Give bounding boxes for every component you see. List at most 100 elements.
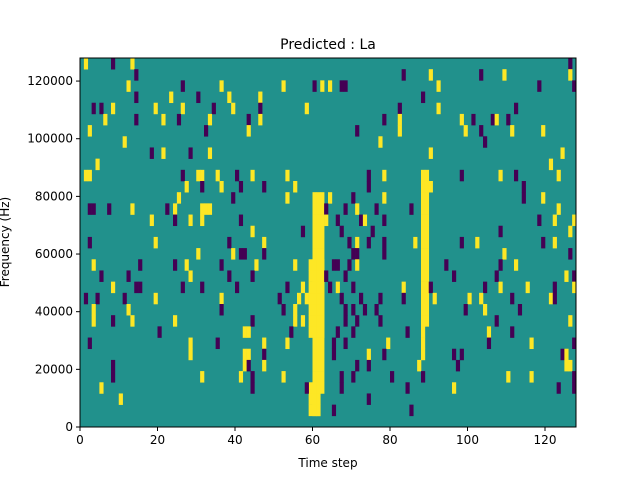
- heatmap-cell: [200, 169, 205, 182]
- heatmap-cell: [421, 304, 426, 316]
- heatmap-cell: [421, 292, 426, 305]
- heatmap-cell: [421, 225, 426, 238]
- heatmap-cell: [312, 304, 317, 316]
- heatmap-cell: [568, 225, 573, 238]
- heatmap-cell: [262, 359, 267, 372]
- heatmap-cell: [335, 281, 340, 294]
- heatmap-cell: [359, 214, 364, 227]
- heatmap-cell: [382, 248, 387, 260]
- heatmap-cell: [424, 236, 430, 249]
- heatmap-cell: [95, 292, 100, 305]
- heatmap-cell: [316, 348, 321, 361]
- heatmap-cell: [424, 292, 430, 305]
- heatmap-cell: [149, 214, 154, 227]
- heatmap-cell: [324, 270, 329, 282]
- heatmap-cell: [246, 125, 251, 137]
- heatmap-cell: [320, 225, 325, 238]
- heatmap-cell: [560, 348, 565, 361]
- heatmap-cell: [351, 281, 356, 294]
- heatmap-cell: [525, 281, 530, 294]
- heatmap-cell: [235, 169, 240, 182]
- heatmap-cell: [479, 69, 484, 81]
- heatmap-cell: [87, 337, 92, 350]
- heatmap-cell: [572, 371, 577, 383]
- heatmap-cell: [351, 326, 356, 338]
- heatmap-cell: [351, 192, 356, 204]
- heatmap-cell: [351, 304, 356, 316]
- heatmap-cell: [421, 371, 426, 383]
- heatmap-cell: [103, 113, 108, 126]
- heatmap-cell: [238, 248, 244, 260]
- heatmap-cell: [200, 181, 205, 193]
- heatmap-cell: [335, 259, 340, 271]
- heatmap-cell: [111, 102, 116, 115]
- heatmap-cell: [572, 281, 577, 294]
- heatmap-cell: [262, 236, 267, 249]
- heatmap-cell: [316, 236, 321, 249]
- heatmap-cell: [312, 359, 317, 372]
- heatmap-cell: [304, 102, 309, 115]
- heatmap-cell: [498, 225, 503, 238]
- heatmap-cell: [320, 348, 325, 361]
- heatmap-cell: [246, 113, 251, 126]
- heatmap-cell: [246, 359, 251, 372]
- heatmap-cell: [312, 203, 317, 215]
- heatmap-cell: [308, 292, 313, 305]
- heatmap-cell: [238, 371, 244, 383]
- heatmap-cell: [366, 348, 371, 361]
- x-tick-label: 80: [382, 433, 397, 447]
- heatmap-cell: [149, 147, 154, 159]
- heatmap-cell: [421, 181, 426, 193]
- heatmap-cell: [362, 304, 368, 316]
- heatmap-cell: [316, 337, 321, 350]
- heatmap-cell: [320, 326, 325, 338]
- heatmap-cell: [320, 192, 325, 204]
- x-tick-label: 60: [305, 433, 320, 447]
- heatmap-cell: [320, 359, 325, 372]
- heatmap-cell: [421, 203, 426, 215]
- heatmap-cell: [281, 371, 286, 383]
- heatmap-cell: [556, 203, 561, 215]
- heatmap-cell: [572, 80, 577, 92]
- heatmap-cell: [312, 326, 317, 338]
- heatmap-cell: [362, 214, 368, 227]
- heatmap-cell: [370, 225, 375, 238]
- heatmap-cell: [421, 326, 426, 338]
- heatmap-cell: [475, 236, 480, 249]
- heatmap-cell: [331, 337, 337, 350]
- heatmap-cell: [452, 270, 457, 282]
- heatmap-cell: [486, 337, 492, 350]
- heatmap-cell: [432, 292, 437, 305]
- heatmap-cell: [343, 315, 348, 327]
- heatmap-cell: [312, 371, 317, 383]
- heatmap-cell: [312, 382, 317, 394]
- heatmap-cell: [87, 236, 92, 249]
- heatmap-cell: [424, 225, 430, 238]
- heatmap-cell: [421, 248, 426, 260]
- heatmap-cell: [428, 181, 433, 193]
- heatmap-cell: [250, 371, 255, 383]
- heatmap-cell: [215, 337, 220, 350]
- heatmap-cell: [200, 203, 205, 215]
- heatmap-cell: [161, 113, 166, 126]
- heatmap-cell: [572, 270, 577, 282]
- heatmap-cell: [134, 113, 139, 126]
- heatmap-cell: [436, 102, 441, 115]
- heatmap-cell: [227, 236, 232, 249]
- heatmap-cell: [397, 125, 402, 137]
- heatmap-cell: [339, 371, 344, 383]
- heatmap-cell: [312, 348, 317, 361]
- heatmap-cell: [188, 214, 193, 227]
- axes-frame: [79, 57, 577, 428]
- heatmap-cell: [548, 158, 554, 171]
- heatmap-cell: [250, 382, 255, 394]
- heatmap-cell: [343, 80, 348, 92]
- heatmap-cell: [134, 281, 139, 294]
- heatmap-cell: [173, 259, 178, 271]
- heatmap-cell: [242, 248, 247, 260]
- heatmap-cell: [459, 113, 464, 126]
- heatmap-cell: [196, 169, 201, 182]
- heatmap-cell: [401, 292, 406, 305]
- heatmap-cell: [204, 125, 209, 137]
